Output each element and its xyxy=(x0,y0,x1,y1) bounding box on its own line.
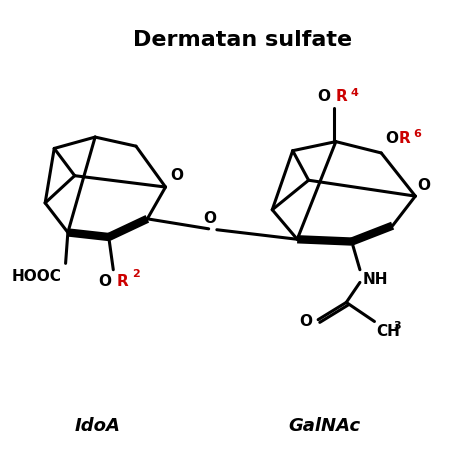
Text: O: O xyxy=(170,168,183,183)
Text: NH: NH xyxy=(362,272,388,287)
Text: HOOC: HOOC xyxy=(12,269,62,284)
Text: Dermatan sulfate: Dermatan sulfate xyxy=(133,30,352,50)
Text: IdoA: IdoA xyxy=(74,417,120,435)
Text: R: R xyxy=(117,274,128,289)
Text: 2: 2 xyxy=(132,269,140,279)
Text: 6: 6 xyxy=(413,129,421,139)
Text: R: R xyxy=(399,131,410,146)
Text: 3: 3 xyxy=(393,320,401,330)
Text: CH: CH xyxy=(377,324,401,339)
Text: O: O xyxy=(98,274,111,289)
Text: O: O xyxy=(317,89,330,104)
Text: O: O xyxy=(385,131,398,146)
Text: 4: 4 xyxy=(351,88,359,98)
Text: GalNAc: GalNAc xyxy=(288,417,361,435)
Text: O: O xyxy=(300,314,313,329)
Text: O: O xyxy=(203,211,217,226)
Text: R: R xyxy=(336,89,347,104)
Text: O: O xyxy=(418,178,430,193)
